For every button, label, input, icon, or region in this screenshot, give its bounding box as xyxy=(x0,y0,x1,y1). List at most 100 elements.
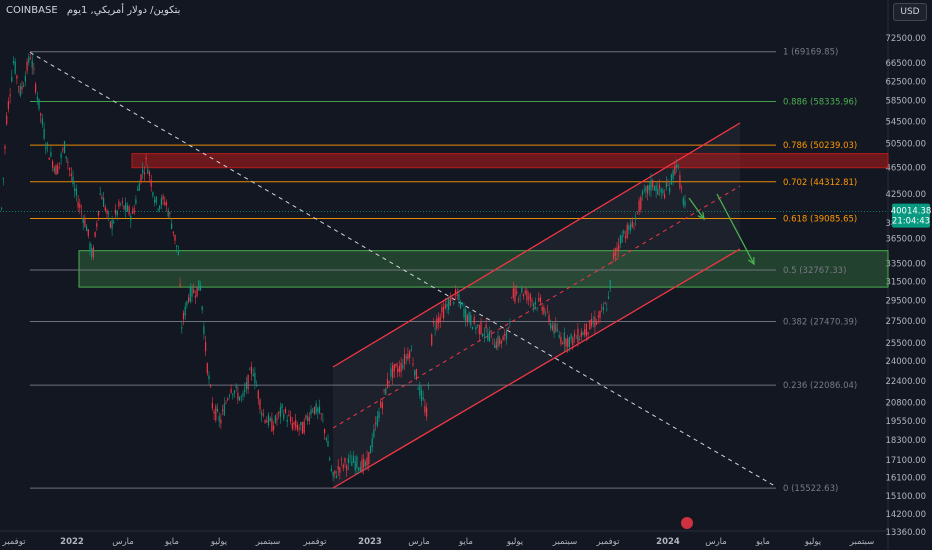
candle-body xyxy=(262,414,264,416)
candle-body xyxy=(441,307,443,313)
candle-body xyxy=(403,354,406,365)
candle-body xyxy=(526,290,528,301)
candle-body xyxy=(623,231,625,234)
candle-body xyxy=(196,286,198,297)
candle-body xyxy=(249,369,251,371)
candle-body xyxy=(225,402,227,404)
candle-body xyxy=(471,326,474,330)
candle-body xyxy=(155,196,157,203)
candle-body xyxy=(133,208,135,213)
candle-body xyxy=(91,248,93,258)
candle-body xyxy=(165,202,168,206)
candle-body xyxy=(203,326,205,335)
candle-body xyxy=(169,212,171,214)
candle-body xyxy=(152,192,154,196)
currency-button[interactable]: USD xyxy=(893,3,927,21)
candle-body xyxy=(618,244,620,251)
candle-body xyxy=(334,470,336,474)
x-tick-label: يوليو xyxy=(506,537,524,547)
candle-body xyxy=(312,410,314,412)
candle-body xyxy=(123,205,125,210)
candle-body xyxy=(9,94,11,97)
candle-body xyxy=(473,317,475,324)
candle-body xyxy=(509,321,511,323)
candle-body xyxy=(371,438,373,448)
candle-body xyxy=(386,379,389,388)
candle-body xyxy=(653,186,655,191)
candle-body xyxy=(606,308,608,310)
candle-body xyxy=(354,461,356,470)
candle-body xyxy=(205,341,207,352)
candle-body xyxy=(534,301,536,305)
candle-body xyxy=(193,289,195,294)
candle-body xyxy=(126,205,128,212)
candle-body xyxy=(191,286,193,297)
fib-label-1: 1 (69169.85) xyxy=(783,48,838,58)
candle-body xyxy=(524,291,526,294)
candle-body xyxy=(511,297,513,299)
candle-body xyxy=(177,251,179,256)
exchange-symbol[interactable]: COINBASE xyxy=(6,5,58,16)
y-tick-label: 13360.00 xyxy=(885,528,926,538)
x-tick-label: مارس xyxy=(408,537,430,547)
candle-body xyxy=(444,304,446,309)
candle-body xyxy=(587,332,589,335)
candle-body xyxy=(460,301,462,309)
candle-body xyxy=(104,207,106,211)
candle-body xyxy=(453,302,455,304)
candle-body xyxy=(528,297,530,299)
candle-body xyxy=(140,174,142,183)
candle-body xyxy=(375,422,377,424)
projection-arrow-short xyxy=(688,197,705,220)
candle-body xyxy=(75,188,77,196)
y-tick-label: 20800.00 xyxy=(885,399,926,409)
support-zone xyxy=(78,250,889,288)
candle-body xyxy=(393,364,395,372)
candle-body xyxy=(69,168,71,170)
candle-body xyxy=(55,165,57,175)
candle-body xyxy=(516,291,518,294)
candle-body xyxy=(52,161,54,168)
candle-body xyxy=(533,303,535,308)
candle-body xyxy=(24,75,26,82)
candle-body xyxy=(216,408,219,412)
candle-body xyxy=(577,328,579,343)
candle-body xyxy=(405,356,407,359)
y-tick-label: 25500.00 xyxy=(885,339,926,349)
candle-body xyxy=(301,422,304,434)
candle-body xyxy=(378,411,380,419)
projection-arrow-long xyxy=(716,193,755,265)
candle-body xyxy=(290,416,292,422)
candle-body xyxy=(529,293,531,301)
candle-body xyxy=(361,459,363,472)
candle-body xyxy=(492,343,494,345)
candle-body xyxy=(82,218,84,224)
candle-body xyxy=(131,210,134,214)
candle-body xyxy=(409,351,411,359)
candle-body xyxy=(480,322,482,334)
candle-body xyxy=(490,330,492,332)
candle-body xyxy=(300,422,302,425)
candle-body xyxy=(121,201,123,203)
candle-body xyxy=(317,408,319,412)
candle-body xyxy=(628,225,630,230)
candle-body xyxy=(621,235,623,243)
candle-body xyxy=(638,200,640,212)
candle-body xyxy=(679,175,681,188)
candle-body xyxy=(669,187,671,193)
candle-body xyxy=(650,179,652,192)
candle-body xyxy=(420,390,423,401)
candle-body xyxy=(636,211,638,213)
candle-body xyxy=(109,221,111,228)
candle-body xyxy=(601,307,603,309)
candle-body xyxy=(103,198,105,207)
y-tick-label: 24000.00 xyxy=(885,357,926,367)
candle-body xyxy=(398,365,400,372)
x-tick-label: توفمبر xyxy=(2,537,27,547)
candle-body xyxy=(585,323,587,337)
candle-body xyxy=(154,199,156,203)
candle-body xyxy=(222,409,224,411)
candle-body xyxy=(611,261,613,263)
current-price-value: 40014.38 xyxy=(891,207,932,217)
